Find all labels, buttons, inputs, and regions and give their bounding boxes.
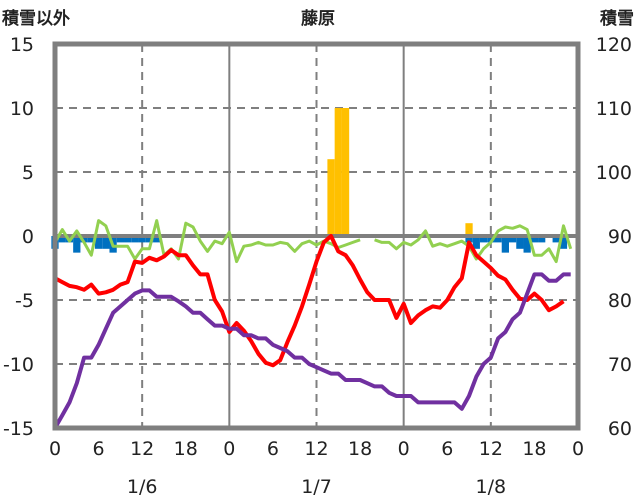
blue-bar <box>508 236 517 243</box>
right-tick-label: 70 <box>608 354 632 376</box>
precipitation-bar <box>327 159 335 236</box>
x-tick-label: 6 <box>441 438 453 460</box>
day-label: 1/7 <box>301 476 332 498</box>
x-tick-label: 6 <box>93 438 105 460</box>
blue-bar <box>94 236 103 249</box>
left-tick-label: 15 <box>10 34 34 56</box>
plot-frame <box>52 41 581 431</box>
x-tick-label: 0 <box>223 438 235 460</box>
blue-bar <box>501 236 509 253</box>
left-tick-label: -15 <box>3 418 34 440</box>
blue-bar <box>552 236 560 243</box>
blue-bar <box>124 236 132 243</box>
blue-bar <box>479 236 488 243</box>
right-tick-label: 90 <box>608 226 632 248</box>
left-tick-label: 5 <box>22 162 34 184</box>
x-tick-label: 18 <box>174 438 198 460</box>
day-label: 1/8 <box>476 476 507 498</box>
chart-title: 藤原 <box>301 9 335 29</box>
x-tick-label: 12 <box>479 438 503 460</box>
snow_depth-line <box>53 272 571 429</box>
precipitation-bar <box>465 223 473 236</box>
left-axis-label: 積雪以外 <box>2 8 70 29</box>
right-tick-label: 110 <box>596 98 632 120</box>
precipitation-bar <box>341 108 350 236</box>
blue-bar <box>465 236 473 243</box>
blue-bar <box>145 236 154 243</box>
blue-bar <box>80 236 88 243</box>
blue-bar <box>131 236 139 243</box>
temperature-line <box>54 234 565 368</box>
blue-bar <box>87 236 95 243</box>
x-tick-label: 6 <box>267 438 279 460</box>
blue-bar <box>472 236 480 249</box>
x-tick-label: 18 <box>522 438 546 460</box>
left-tick-label: -5 <box>15 290 34 312</box>
x-tick-label: 12 <box>130 438 154 460</box>
precipitation-bar <box>334 108 342 236</box>
blue-bar <box>530 236 539 243</box>
blue-bar <box>516 236 524 249</box>
right-axis-label: 積雪 <box>600 8 634 29</box>
blue-bar <box>523 236 531 253</box>
x-tick-label: 0 <box>572 438 584 460</box>
x-tick-label: 0 <box>49 438 61 460</box>
blue-bar <box>116 236 125 243</box>
left-tick-label: 0 <box>22 226 34 248</box>
right-tick-label: 120 <box>596 34 632 56</box>
blue-bar <box>102 236 110 249</box>
blue-bar <box>73 236 81 253</box>
blue-bar <box>138 236 146 243</box>
blue-bar <box>494 236 502 243</box>
blue-bar <box>153 236 161 243</box>
blue-bar <box>559 236 568 249</box>
x-tick-label: 0 <box>398 438 410 460</box>
day-label: 1/6 <box>127 476 158 498</box>
left-tick-label: 10 <box>10 98 34 120</box>
blue-bar <box>538 236 546 243</box>
left-tick-label: -10 <box>3 354 34 376</box>
x-tick-label: 18 <box>348 438 372 460</box>
right-tick-label: 80 <box>608 290 632 312</box>
blue-bar <box>58 236 66 243</box>
x-tick-label: 12 <box>304 438 328 460</box>
blue-bar <box>487 236 495 243</box>
right-tick-label: 100 <box>596 162 632 184</box>
right-tick-label: 60 <box>608 418 632 440</box>
